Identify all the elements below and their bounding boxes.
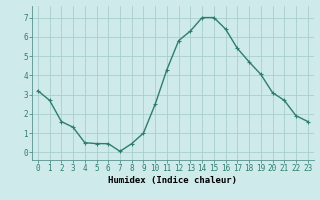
X-axis label: Humidex (Indice chaleur): Humidex (Indice chaleur) bbox=[108, 176, 237, 185]
